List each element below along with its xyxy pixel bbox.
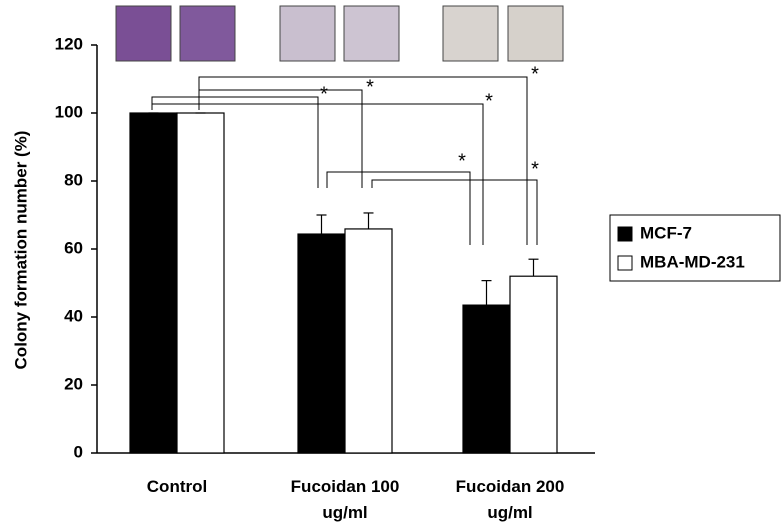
x-tick-label: Fucoidan 200 ug/ml (455, 477, 565, 522)
significance-bracket (151, 103, 484, 245)
colony-images (115, 5, 564, 62)
colony-image (343, 5, 400, 62)
significance-bracket (326, 171, 471, 245)
significance-bracket (371, 179, 538, 245)
legend-label: MCF-7 (640, 223, 692, 242)
significance-label: * (485, 90, 493, 112)
y-tick-label: 120 (55, 34, 83, 53)
x-tick-label: Control (146, 477, 208, 496)
y-tick-label: 0 (74, 442, 83, 461)
y-axis-label: Colony formation number (%) (11, 131, 30, 370)
significance-label: * (320, 83, 328, 105)
significance-label: * (531, 63, 539, 85)
y-tick-label: 80 (64, 170, 83, 189)
colony-image (279, 5, 336, 62)
bar (297, 233, 346, 454)
colony-image (115, 5, 172, 62)
y-tick-label: 100 (55, 102, 83, 121)
significance-label: * (366, 76, 374, 98)
significance-label: * (531, 158, 539, 180)
bar (344, 228, 393, 454)
significance-label: * (458, 150, 466, 172)
bar (129, 112, 178, 454)
colony-image (507, 5, 564, 62)
legend-swatch (617, 226, 633, 242)
legend-box (609, 214, 781, 282)
legend-swatch (617, 255, 633, 271)
x-tick-label: Fucoidan 100 ug/ml (290, 477, 400, 522)
bar (462, 304, 511, 454)
significance-bracket (198, 76, 528, 245)
bar (509, 275, 558, 454)
legend-label: MBA-MD-231 (640, 252, 745, 271)
y-tick-label: 40 (64, 306, 83, 325)
y-tick-label: 20 (64, 374, 83, 393)
colony-image (442, 5, 499, 62)
colony-image (179, 5, 236, 62)
bar (176, 112, 225, 454)
y-tick-label: 60 (64, 238, 83, 257)
